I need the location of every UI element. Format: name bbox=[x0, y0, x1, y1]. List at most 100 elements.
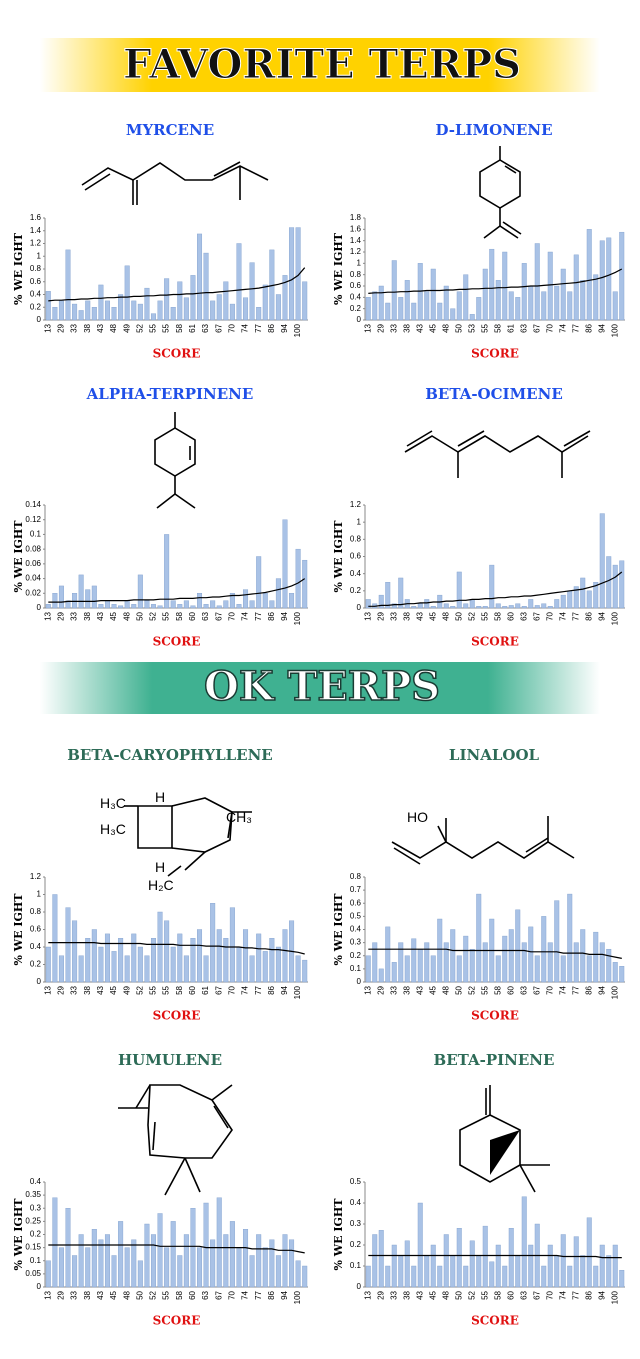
x-tick-label: 70 bbox=[545, 323, 554, 332]
bar bbox=[223, 938, 229, 983]
x-tick-label: 74 bbox=[241, 323, 250, 332]
bar bbox=[612, 291, 618, 321]
x-tick-label: 58 bbox=[175, 1290, 184, 1299]
bar bbox=[236, 1247, 242, 1288]
structure bbox=[81, 161, 269, 205]
bar bbox=[495, 955, 501, 983]
x-tick-label: 70 bbox=[227, 611, 236, 620]
y-tick-label: 0.06 bbox=[25, 559, 41, 568]
x-tick-label: 45 bbox=[109, 985, 118, 994]
bar bbox=[606, 556, 612, 609]
y-axis-label: % WE IGHT bbox=[12, 520, 25, 593]
y-tick-label: 1.4 bbox=[350, 236, 362, 245]
bar bbox=[282, 519, 288, 609]
bar bbox=[131, 604, 137, 609]
bar bbox=[72, 920, 78, 983]
x-tick-label: 77 bbox=[254, 985, 263, 994]
x-tick-label: 55 bbox=[480, 985, 489, 994]
y-tick-label: 0.8 bbox=[350, 872, 362, 881]
x-tick-label: 100 bbox=[293, 323, 302, 337]
structure bbox=[118, 1084, 233, 1196]
bar bbox=[580, 577, 586, 609]
x-tick-label: 63 bbox=[201, 611, 210, 620]
x-tick-label: 45 bbox=[428, 1290, 437, 1299]
bar bbox=[289, 593, 295, 609]
bar bbox=[236, 243, 242, 321]
bar bbox=[197, 233, 203, 321]
bar bbox=[385, 302, 391, 321]
bar bbox=[378, 1230, 384, 1288]
x-tick-label: 55 bbox=[480, 611, 489, 620]
bar bbox=[144, 955, 150, 983]
x-tick-label: 67 bbox=[214, 323, 223, 332]
y-tick-label: 0.3 bbox=[350, 1219, 362, 1228]
x-tick-label: 63 bbox=[519, 985, 528, 994]
bar bbox=[378, 594, 384, 609]
bar bbox=[197, 593, 203, 609]
x-tick-label: 48 bbox=[122, 611, 131, 620]
bar bbox=[541, 1265, 547, 1288]
bar bbox=[619, 560, 625, 609]
y-tick-label: 0.2 bbox=[30, 302, 42, 311]
x-tick-label: 43 bbox=[96, 323, 105, 332]
bar bbox=[365, 599, 371, 609]
bar bbox=[365, 1265, 371, 1288]
y-tick-label: 0.3 bbox=[350, 938, 362, 947]
x-tick-label: 77 bbox=[254, 323, 263, 332]
y-tick-label: 1.2 bbox=[350, 500, 362, 509]
x-tick-label: 45 bbox=[109, 611, 118, 620]
bar bbox=[495, 603, 501, 609]
bar bbox=[443, 285, 449, 321]
x-tick-label: 60 bbox=[188, 985, 197, 994]
bar bbox=[58, 300, 64, 321]
bar bbox=[554, 900, 560, 983]
x-tick-label: 55 bbox=[480, 323, 489, 332]
bar bbox=[144, 600, 150, 609]
x-tick-label: 38 bbox=[402, 611, 411, 620]
x-tick-label: 43 bbox=[96, 1290, 105, 1299]
bar bbox=[482, 606, 488, 609]
bar bbox=[275, 578, 281, 609]
x-tick-label: 38 bbox=[402, 1290, 411, 1299]
bar bbox=[437, 302, 443, 321]
y-tick-label: 0.04 bbox=[25, 574, 41, 583]
structure-label: HO bbox=[407, 809, 428, 825]
x-tick-label: 29 bbox=[376, 1290, 385, 1299]
x-tick-label: 86 bbox=[584, 611, 593, 620]
x-tick-label: 70 bbox=[545, 1290, 554, 1299]
bar bbox=[554, 285, 560, 321]
bar bbox=[262, 284, 268, 321]
bar bbox=[372, 291, 378, 321]
bar bbox=[58, 955, 64, 983]
x-tick-label: 67 bbox=[214, 985, 223, 994]
bar bbox=[144, 1223, 150, 1288]
bar bbox=[385, 582, 391, 609]
bar bbox=[295, 548, 301, 609]
bar bbox=[573, 1236, 579, 1288]
y-tick-label: 0 bbox=[357, 977, 362, 986]
y-tick-label: 0.2 bbox=[30, 1230, 42, 1239]
bar bbox=[170, 307, 176, 321]
bar bbox=[482, 1225, 488, 1288]
x-tick-label: 50 bbox=[454, 611, 463, 620]
bar bbox=[216, 1197, 222, 1288]
bar bbox=[104, 300, 110, 321]
y-tick-label: 0.1 bbox=[350, 964, 362, 973]
bar bbox=[450, 929, 456, 983]
trend-line bbox=[368, 948, 622, 959]
x-tick-label: 49 bbox=[122, 323, 131, 332]
bar bbox=[541, 603, 547, 609]
bar bbox=[391, 260, 397, 321]
x-tick-label: 100 bbox=[610, 611, 619, 625]
bar bbox=[521, 606, 527, 609]
x-tick-label: 52 bbox=[149, 611, 158, 620]
y-tick-label: 1.6 bbox=[30, 213, 42, 222]
banner-title: FAVORITE TERPS bbox=[123, 41, 521, 88]
x-tick-label: 52 bbox=[135, 985, 144, 994]
bar bbox=[45, 604, 51, 609]
bar bbox=[157, 300, 163, 321]
y-tick-label: 1.6 bbox=[350, 224, 362, 233]
structure-label: H₂C bbox=[148, 877, 174, 893]
y-axis-label: % WE IGHT bbox=[12, 232, 25, 305]
bar bbox=[547, 1244, 553, 1288]
